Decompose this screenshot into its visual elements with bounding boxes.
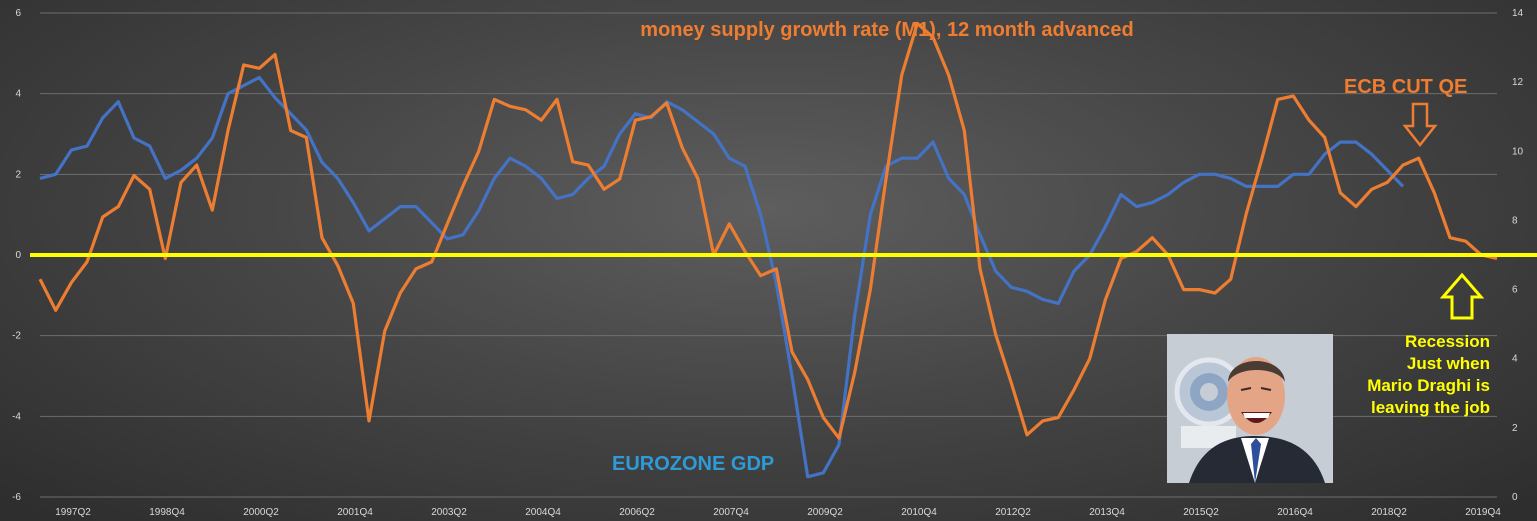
right-axis: 14 12 10 8 6 4 2 0 — [1512, 8, 1524, 503]
gdp-series-line — [39, 75, 1405, 479]
x-tick-label: 2006Q2 — [619, 507, 655, 518]
x-tick-label: 2016Q4 — [1277, 507, 1313, 518]
x-tick-label: 2001Q4 — [337, 507, 373, 518]
x-tick-label: 2013Q4 — [1089, 507, 1125, 518]
left-tick-label: 2 — [15, 169, 21, 180]
left-tick-label: 4 — [15, 89, 21, 100]
m1-series-line — [38, 21, 1498, 440]
left-tick-label: 0 — [15, 250, 21, 261]
right-tick-label: 10 — [1512, 146, 1524, 157]
x-tick-label: 2012Q2 — [995, 507, 1031, 518]
recession-line-2: Just when — [1406, 354, 1490, 373]
x-tick-label: 1997Q2 — [55, 507, 91, 518]
right-tick-label: 0 — [1512, 492, 1518, 503]
x-tick-label: 2009Q2 — [807, 507, 843, 518]
portrait-illustration — [1167, 334, 1333, 483]
x-tick-label: 1998Q4 — [149, 507, 185, 518]
x-tick-label: 2019Q4 — [1465, 507, 1501, 518]
recession-arrow-icon — [1439, 272, 1485, 320]
left-tick-label: -2 — [12, 331, 21, 342]
left-tick-label: 6 — [15, 8, 21, 19]
right-tick-label: 12 — [1512, 77, 1524, 88]
right-tick-label: 6 — [1512, 285, 1518, 296]
arrows — [1402, 102, 1485, 320]
series-group — [30, 21, 1537, 479]
ecb-arrow-icon — [1402, 102, 1438, 148]
right-tick-label: 4 — [1512, 354, 1518, 365]
x-tick-label: 2015Q2 — [1183, 507, 1219, 518]
right-tick-label: 2 — [1512, 423, 1518, 434]
left-axis: 6 4 2 0 -2 -4 -6 — [12, 8, 21, 503]
x-tick-label: 2004Q4 — [525, 507, 561, 518]
x-axis: 1997Q2 1998Q4 2000Q2 2001Q4 2003Q2 2004Q4 2006… — [55, 507, 1501, 518]
recession-note: Recession Just when Mario Draghi is leav… — [1340, 331, 1490, 419]
draghi-photo — [1167, 334, 1333, 483]
x-tick-label: 2000Q2 — [243, 507, 279, 518]
x-tick-label: 2018Q2 — [1371, 507, 1407, 518]
gdp-series-label: EUROZONE GDP — [612, 453, 775, 475]
left-tick-label: -6 — [12, 492, 21, 503]
right-tick-label: 8 — [1512, 215, 1518, 226]
recession-line-4: leaving the job — [1370, 398, 1490, 417]
x-tick-label: 2010Q4 — [901, 507, 937, 518]
left-tick-label: -4 — [12, 411, 21, 422]
x-tick-label: 2003Q2 — [431, 507, 467, 518]
recession-line-3: Mario Draghi is — [1367, 376, 1490, 395]
right-tick-label: 14 — [1512, 8, 1524, 19]
x-tick-label: 2007Q4 — [713, 507, 749, 518]
recession-line-1: Recession — [1404, 332, 1490, 351]
chart-title: money supply growth rate (M1), 12 month … — [640, 19, 1134, 41]
ecb-annotation: ECB CUT QE — [1344, 76, 1468, 98]
